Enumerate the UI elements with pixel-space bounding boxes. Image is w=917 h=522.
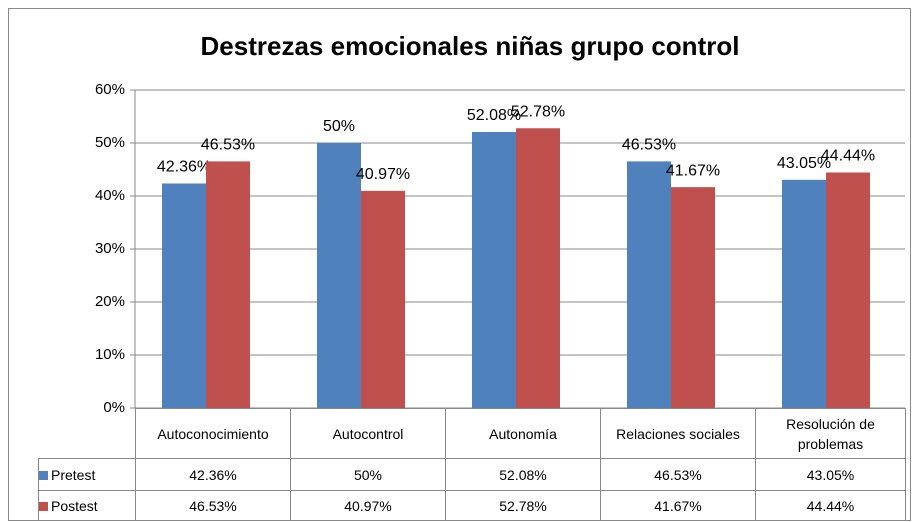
- table-value: 44.44%: [755, 490, 906, 521]
- y-tick-label: 20%: [95, 293, 125, 310]
- bar: [782, 179, 826, 408]
- category-label: Relaciones sociales: [600, 408, 756, 459]
- legend-cell: Pretest: [38, 458, 136, 491]
- data-label: 50%: [323, 118, 355, 135]
- category-label: Resolución de problemas: [755, 408, 906, 459]
- bar: [516, 128, 560, 409]
- table-value: 46.53%: [600, 458, 756, 491]
- category-label: Autoconocimiento: [135, 408, 291, 459]
- y-tick-label: 0%: [103, 399, 125, 416]
- legend-cell: Postest: [38, 490, 136, 521]
- y-tick-label: 50%: [95, 134, 125, 151]
- legend-swatch: [39, 502, 48, 512]
- table-value: 43.05%: [755, 458, 906, 491]
- table-value: 52.78%: [445, 490, 601, 521]
- table-value: 50%: [290, 458, 446, 491]
- blank-cell: [39, 409, 136, 459]
- y-tick-label: 40%: [95, 187, 125, 204]
- table-value: 46.53%: [135, 490, 291, 521]
- bar: [361, 190, 405, 408]
- category-label: Autocontrol: [290, 408, 446, 459]
- data-label: 52.78%: [511, 103, 565, 120]
- data-label: 42.36%: [157, 159, 211, 176]
- data-label: 52.08%: [467, 107, 521, 124]
- y-tick-label: 60%: [95, 81, 125, 98]
- category-row: Autoconocimiento Autocontrol Autonomía Rela…: [39, 408, 906, 459]
- table-value: 40.97%: [290, 490, 446, 521]
- data-label: 40.97%: [356, 166, 410, 183]
- bar: [472, 131, 516, 408]
- y-tick-label: 10%: [95, 346, 125, 363]
- chart-title: Destrezas emocionales niñas grupo contro…: [201, 31, 740, 61]
- bar: [826, 172, 870, 408]
- series-row: Postest 46.53% 40.97% 52.78% 41.67% 44.44%: [38, 490, 906, 521]
- y-tick-label: 30%: [95, 240, 125, 257]
- legend-label: Pretest: [51, 466, 96, 483]
- bar: [206, 161, 250, 408]
- bar: [627, 161, 671, 408]
- table-value: 42.36%: [135, 458, 291, 491]
- table-value: 52.08%: [445, 458, 601, 491]
- bar: [162, 183, 206, 408]
- data-label: 44.44%: [821, 148, 875, 165]
- bar: [317, 143, 361, 408]
- category-label: Autonomía: [445, 408, 601, 459]
- bar: [671, 187, 715, 408]
- data-label: 41.67%: [666, 162, 720, 179]
- data-label: 46.53%: [201, 137, 255, 154]
- data-label: 43.05%: [777, 155, 831, 172]
- table-value: 41.67%: [600, 490, 756, 521]
- legend-swatch: [39, 471, 48, 481]
- legend-label: Postest: [51, 497, 98, 514]
- series-row: Pretest 42.36% 50% 52.08% 46.53% 43.05%: [38, 458, 906, 491]
- data-label: 46.53%: [622, 137, 676, 154]
- data-table: Autoconocimiento Autocontrol Autonomía Rela…: [38, 408, 906, 521]
